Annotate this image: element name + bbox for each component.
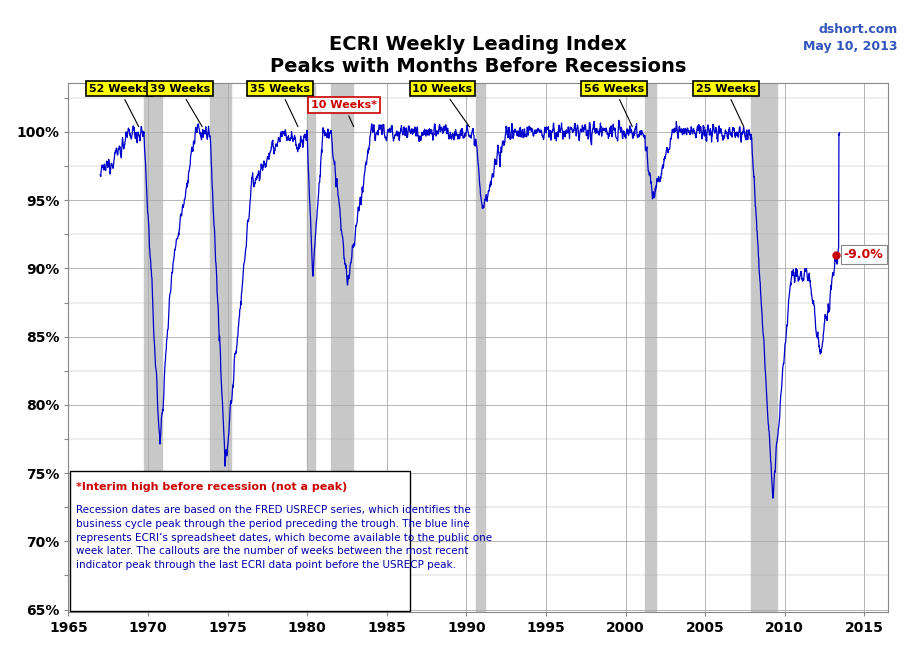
Text: 10 Weeks: 10 Weeks (413, 83, 473, 127)
Bar (476, 83, 486, 612)
Text: 25 Weeks: 25 Weeks (696, 83, 756, 126)
Bar (307, 83, 315, 612)
Text: *Interim high before recession (not a peak): *Interim high before recession (not a pe… (76, 481, 347, 492)
Title: ECRI Weekly Leading Index
Peaks with Months Before Recessions: ECRI Weekly Leading Index Peaks with Mon… (270, 34, 687, 75)
Text: dshort.com: dshort.com (818, 23, 897, 36)
Text: May 10, 2013: May 10, 2013 (803, 40, 897, 53)
Bar (210, 83, 230, 612)
Text: 52 Weeks: 52 Weeks (89, 83, 149, 126)
Bar (645, 83, 656, 612)
Bar (752, 83, 777, 612)
FancyBboxPatch shape (70, 471, 410, 611)
Bar (144, 83, 162, 612)
Text: Recession dates are based on the FRED USRECP series, which identifies the
busine: Recession dates are based on the FRED US… (76, 505, 492, 570)
Text: 10 Weeks*: 10 Weeks* (311, 100, 377, 126)
Text: 39 Weeks: 39 Weeks (149, 83, 210, 126)
Text: 56 Weeks: 56 Weeks (584, 83, 644, 126)
Bar (331, 83, 353, 612)
Text: 35 Weeks: 35 Weeks (250, 83, 310, 126)
Text: -9.0%: -9.0% (844, 248, 884, 261)
